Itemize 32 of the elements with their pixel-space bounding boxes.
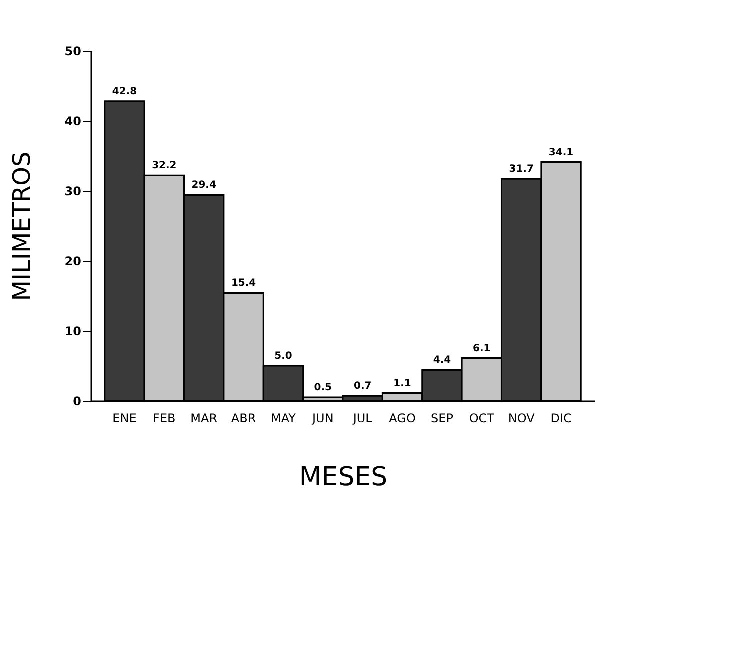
data-label: 6.1	[473, 343, 491, 354]
data-label: 29.4	[192, 180, 216, 192]
x-tick-label: DIC	[550, 412, 572, 426]
y-tick-label: 50	[64, 44, 82, 58]
x-tick-label: SEP	[430, 412, 454, 426]
x-tick-label: MAR	[190, 412, 218, 426]
y-tick-label: 10	[64, 324, 82, 338]
y-axis-title: MILIMETROS	[8, 152, 36, 302]
x-tick-label: ABR	[231, 412, 256, 426]
data-label: 1.1	[394, 378, 412, 390]
data-label: 5.0	[274, 351, 292, 362]
y-tick-label: 0	[73, 394, 82, 408]
y-tick-label: 20	[64, 254, 82, 268]
y-tick-label: 30	[64, 184, 82, 198]
data-label: 0.7	[354, 381, 372, 392]
data-label: 34.1	[548, 147, 574, 158]
x-tick-label: NOV	[508, 412, 536, 426]
data-label: 0.5	[314, 382, 332, 394]
y-tick-label: 40	[64, 114, 82, 128]
data-label: 31.7	[509, 164, 534, 176]
data-label: 42.8	[112, 86, 138, 98]
x-tick-label: MAY	[270, 412, 297, 426]
x-tick-label: AGO	[389, 412, 416, 426]
x-tick-label: ENE	[112, 412, 137, 426]
x-tick-label: JUN	[312, 412, 334, 426]
data-label: 4.4	[433, 355, 452, 366]
data-label: 32.2	[152, 160, 177, 172]
x-axis-title: MESES	[299, 462, 388, 492]
x-tick-label: OCT	[469, 412, 496, 426]
x-tick-label: FEB	[153, 412, 176, 426]
x-tick-label: JUL	[352, 412, 373, 426]
data-label: 15.4	[231, 278, 256, 290]
